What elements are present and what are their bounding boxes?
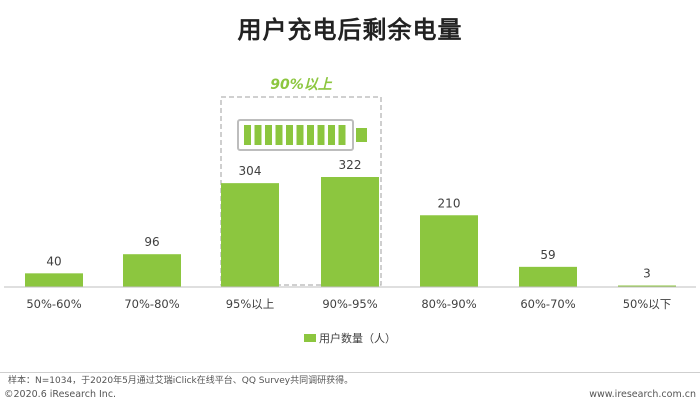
copyright-text: ©2020.6 iResearch Inc. [4,389,117,400]
value-label-6: 59 [540,248,555,262]
category-label-4: 90%-95% [322,297,377,311]
bar-1 [25,273,83,287]
bar-2 [123,254,181,287]
bar-7 [618,285,676,287]
value-label-7: 3 [643,267,651,281]
category-label-6: 60%-70% [520,297,575,311]
website-text: www.iresearch.com.cn [589,389,696,400]
value-label-3: 304 [239,164,262,178]
chart-title: 用户充电后剩余电量 [237,16,463,44]
category-label-7: 50%以下 [623,297,672,311]
value-label-2: 96 [144,235,159,249]
value-label-5: 210 [438,196,461,210]
legend-swatch [304,334,316,342]
legend-label: 用户数量（人） [319,332,396,345]
category-label-3: 95%以上 [226,297,275,311]
category-label-1: 50%-60% [26,297,81,311]
category-label-5: 80%-90% [421,297,476,311]
source-note: 样本：N=1034，于2020年5月通过艾瑞iClick在线平台、QQ Surv… [8,376,354,386]
category-label-2: 70%-80% [124,297,179,311]
value-label-1: 40 [46,254,61,268]
footer-divider [0,372,700,373]
bars-group: 40 50%-60% 96 70%-80% 304 95%以上 322 90%-95% 210 8… [25,158,676,311]
bar-3 [221,183,279,287]
callout-label: 90%以上 [270,77,332,93]
bar-4 [321,177,379,287]
bar-6 [519,266,577,287]
bar-5 [420,215,478,287]
value-label-4: 322 [339,158,362,172]
legend: 用户数量（人） [0,330,700,346]
battery-icon [237,119,367,151]
